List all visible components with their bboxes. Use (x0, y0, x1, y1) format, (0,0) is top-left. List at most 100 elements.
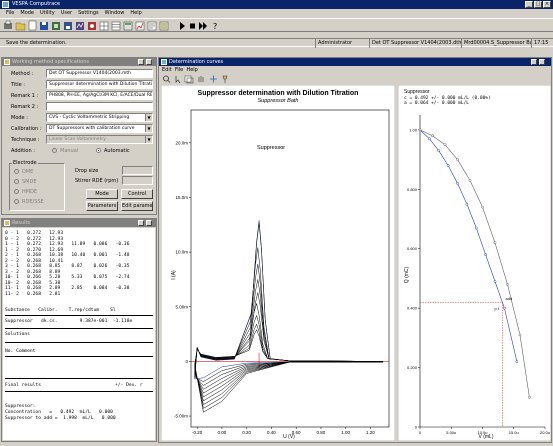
report-icon[interactable] (147, 21, 157, 31)
x-tick-label: 0.00 (218, 430, 227, 435)
status-user: Administrator (315, 39, 369, 48)
remark1-label: Remark 1 : (11, 93, 39, 99)
maximize-window-button[interactable]: □ (534, 1, 542, 8)
edit-parameters-button[interactable]: Edit parameters (121, 201, 153, 211)
calibration-x-tick-label: 20.0u (540, 430, 550, 435)
method-icon[interactable] (52, 22, 60, 30)
save-icon[interactable] (40, 22, 48, 30)
start-icon[interactable] (180, 22, 185, 30)
curves-menu-edit[interactable]: Edit (162, 67, 172, 73)
chart-axes: 20.0m 15.0m 10.0m 5.00m 0 -5.00m -0.20 0.00 0.20… (174, 109, 390, 435)
voltammogram-chart[interactable]: Suppressor determination with Dilution T… (161, 85, 395, 441)
open-folder-icon[interactable] (15, 22, 26, 31)
menu-mode[interactable]: Mode (20, 10, 34, 16)
mode-button[interactable]: Mode (86, 189, 118, 199)
zoom-icon[interactable] (163, 75, 171, 83)
method-panel-minimize-button[interactable] (138, 59, 144, 65)
fast-forward-icon[interactable] (199, 22, 207, 30)
calibration-point (428, 137, 431, 141)
results-report: 0 - 1 0.272 12.93 0 - 2 0.272 12.93 1 - … (3, 228, 155, 440)
sample-icon[interactable] (88, 22, 96, 30)
minimize-window-button[interactable]: _ (525, 1, 533, 8)
y-tick-label: 5.00m (175, 304, 188, 309)
method-field[interactable]: Det OT Suppressor V1404(2003.mth (46, 69, 153, 78)
calibration-point (456, 158, 459, 161)
curves-window-title: Determination curves (169, 59, 224, 65)
results-panel: Results 0 - 1 0.272 12.93 0 - 2 0.272 12… (1, 218, 157, 442)
cursor-icon[interactable] (175, 76, 181, 84)
menu-window[interactable]: Window (104, 10, 125, 16)
chart-icon[interactable] (135, 21, 145, 31)
electrode-smde-label: SMDE (22, 179, 37, 185)
final-row: Concentration = 0.492 mL/L 0.000 (5, 410, 113, 415)
grid-icon[interactable] (99, 21, 109, 31)
control-button[interactable]: Control (121, 189, 153, 199)
calibration-chart-background (398, 85, 551, 441)
table-icon[interactable] (111, 21, 121, 31)
results-panel-minimize-button[interactable] (138, 220, 144, 226)
technique-select[interactable]: Linear Scan Voltammetry ▼ (46, 135, 153, 144)
electrode-dme-radio[interactable] (14, 169, 19, 174)
pin-icon[interactable] (222, 75, 228, 83)
voltammogram-curve (194, 323, 384, 409)
calc-icon[interactable] (123, 21, 133, 31)
electrode-smde-radio[interactable] (14, 179, 19, 184)
curves-toolbar (163, 75, 228, 84)
overlay-icon[interactable] (184, 75, 194, 84)
method-panel-icon (4, 59, 10, 65)
menu-user[interactable]: User (60, 10, 73, 16)
method-panel-title: Working method specifications (12, 59, 90, 65)
calibration-point (493, 280, 497, 283)
calibration-x-axis-label: V (mL) (479, 434, 494, 440)
x-tick-label: 1.20 (366, 430, 375, 435)
remark1-field[interactable]: PH808, PH-EE, Ag/AgCl/3M KCl, E/ACE/Dual… (46, 91, 153, 100)
addition-manual-radio[interactable] (52, 148, 57, 153)
stirrer-field[interactable] (122, 176, 153, 185)
calibration-chart[interactable]: Suppressor c = 0.492 +/- 0.000 mL/L (0.0… (398, 85, 551, 441)
x-tick-label: 0.80 (317, 430, 326, 435)
close-window-button[interactable]: × (543, 1, 551, 8)
status-method: Mrd00004.S_Suppressor Bath.dth (461, 39, 531, 48)
curves-window-maximize-button[interactable] (539, 59, 545, 65)
method-panel-maximize-button[interactable] (146, 59, 152, 65)
hand-icon[interactable] (198, 76, 204, 82)
calibration-curve (419, 129, 530, 398)
addition-automatic-radio[interactable] (96, 148, 101, 153)
drop-size-field[interactable] (122, 166, 153, 175)
curves-menu-file[interactable]: File (174, 67, 184, 73)
mode-label: Mode : (11, 115, 28, 121)
remark2-field[interactable] (46, 102, 153, 111)
determination-icon[interactable] (76, 22, 84, 30)
menu-file[interactable]: File (6, 10, 15, 16)
curves-menu: Edit File Help (162, 66, 198, 74)
stop-icon[interactable] (190, 23, 195, 29)
print-icon[interactable] (4, 20, 12, 29)
mode-select[interactable]: CVS - Cyclic Voltammetric Stripping ▼ (46, 113, 153, 122)
results-panel-maximize-button[interactable] (146, 220, 152, 226)
curves-menu-help[interactable]: Help (186, 67, 198, 73)
new-file-icon[interactable] (28, 20, 37, 31)
final-results-header: +/- Dev. r (115, 383, 143, 388)
technique-select-value: Linear Scan Voltammetry (49, 137, 106, 142)
menu-help[interactable]: Help (130, 10, 142, 16)
y-tick-label: 20.0m (175, 140, 188, 145)
save-method-icon[interactable] (64, 22, 72, 30)
calibration-select[interactable]: DT Suppressors with calibration curve ▼ (46, 124, 153, 133)
voltammogram-curve (194, 292, 384, 398)
curves-window-minimize-button[interactable] (531, 59, 537, 65)
arrows-icon[interactable] (210, 75, 217, 83)
result-row: 10- 1 0.266 5.28 5.33 0.075 -2.74 (5, 275, 130, 280)
menu-utility[interactable]: Utility (40, 10, 55, 16)
calibration-point (443, 143, 447, 147)
calibration-y-tick-label: 0.400 (407, 306, 418, 311)
list-icon[interactable] (159, 21, 169, 31)
menu-settings[interactable]: Settings (78, 10, 99, 16)
title-field[interactable]: Suppressor determination with Dilution T… (46, 80, 153, 89)
voltammogram-curve (194, 247, 384, 386)
electrode-rde-radio[interactable] (14, 199, 19, 204)
parameters-button[interactable]: Parameters (86, 201, 118, 211)
result-row: 0 - 1 0.272 12.93 (5, 231, 64, 236)
divider (5, 391, 153, 392)
info-icon[interactable]: ? (213, 22, 217, 31)
electrode-hmde-radio[interactable] (14, 189, 19, 194)
